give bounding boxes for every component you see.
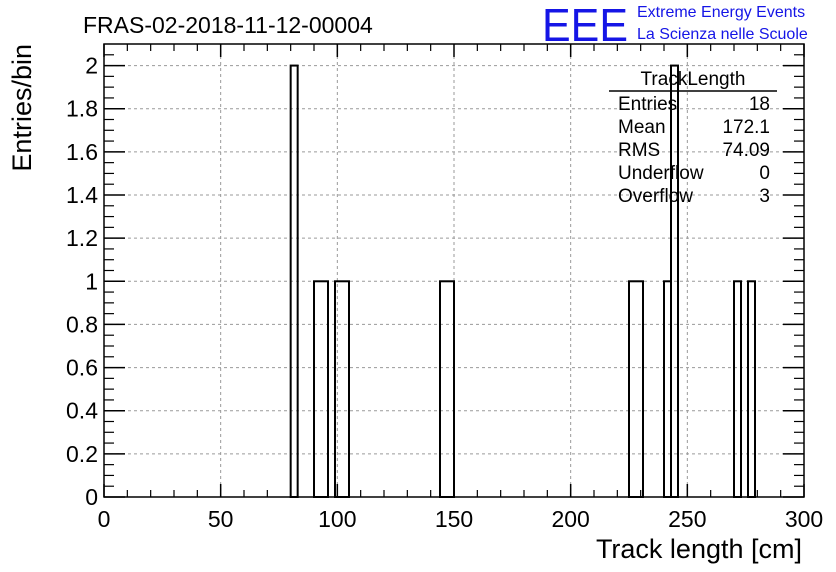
x-tick-label: 0 xyxy=(98,506,111,532)
stats-row-underflow: Underflow 0 xyxy=(618,163,770,184)
stats-value-rms: 74.09 xyxy=(722,140,770,161)
chart-title: FRAS-02-2018-11-12-00004 xyxy=(83,12,373,38)
histogram-bin-1 xyxy=(313,280,329,498)
y-tick-label: 0 xyxy=(85,484,98,510)
stats-title: TrackLength xyxy=(641,69,746,90)
x-tick-label: 300 xyxy=(785,506,823,532)
stats-box: TrackLength Entries 18 Mean 172.1 RMS 74… xyxy=(609,69,777,207)
y-tick-label: 2 xyxy=(85,53,98,79)
y-tick-label: 1.2 xyxy=(66,225,98,251)
y-tick-label: 0.2 xyxy=(66,441,98,467)
x-tick-label: 100 xyxy=(318,506,356,532)
y-axis: 0 0.2 0.4 0.6 0.8 1 1.2 1.4 1.6 1.8 2 xyxy=(66,53,804,510)
histogram-bins xyxy=(289,64,756,498)
histogram-bin-8 xyxy=(747,280,756,498)
x-tick-label: 200 xyxy=(551,506,589,532)
y-axis-label: Entries/bin xyxy=(7,44,37,172)
stats-value-entries: 18 xyxy=(749,94,770,115)
x-tick-label: 50 xyxy=(208,506,234,532)
stats-value-underflow: 0 xyxy=(759,163,770,184)
y-tick-label: 0.4 xyxy=(66,398,98,424)
eee-logo-line1: Extreme Energy Events xyxy=(637,4,805,21)
stats-row-entries: Entries 18 xyxy=(618,94,770,115)
histogram-bin-3 xyxy=(439,280,455,498)
eee-logo-mark: EEE xyxy=(542,0,628,51)
stats-label-mean: Mean xyxy=(618,117,666,138)
histogram-bin-7 xyxy=(733,280,742,498)
y-tick-label: 0.8 xyxy=(66,311,98,337)
stats-label-underflow: Underflow xyxy=(618,163,704,184)
x-axis: 0 50 100 150 200 250 300 xyxy=(98,44,823,532)
y-tick-label: 1.6 xyxy=(66,139,98,165)
stats-value-mean: 172.1 xyxy=(722,117,770,138)
stats-row-mean: Mean 172.1 xyxy=(618,117,770,138)
y-tick-label: 0.6 xyxy=(66,355,98,381)
x-axis-label: Track length [cm] xyxy=(596,534,802,564)
stats-row-rms: RMS 74.09 xyxy=(618,140,770,161)
y-tick-label: 1.8 xyxy=(66,96,98,122)
stats-row-overflow: Overflow 3 xyxy=(618,186,770,207)
y-tick-label: 1.4 xyxy=(66,182,98,208)
stats-label-entries: Entries xyxy=(618,94,677,115)
y-tick-label: 1 xyxy=(85,268,98,294)
eee-logo-line2: La Scienza nelle Scuole xyxy=(637,26,808,43)
histogram-bin-4 xyxy=(628,280,644,498)
stats-value-overflow: 3 xyxy=(759,186,770,207)
stats-label-rms: RMS xyxy=(618,140,660,161)
eee-logo: EEE Extreme Energy Events La Scienza nel… xyxy=(542,0,808,51)
x-tick-label: 150 xyxy=(435,506,473,532)
stats-label-overflow: Overflow xyxy=(618,186,693,207)
histogram-bin-5 xyxy=(663,280,672,498)
x-tick-label: 250 xyxy=(668,506,706,532)
